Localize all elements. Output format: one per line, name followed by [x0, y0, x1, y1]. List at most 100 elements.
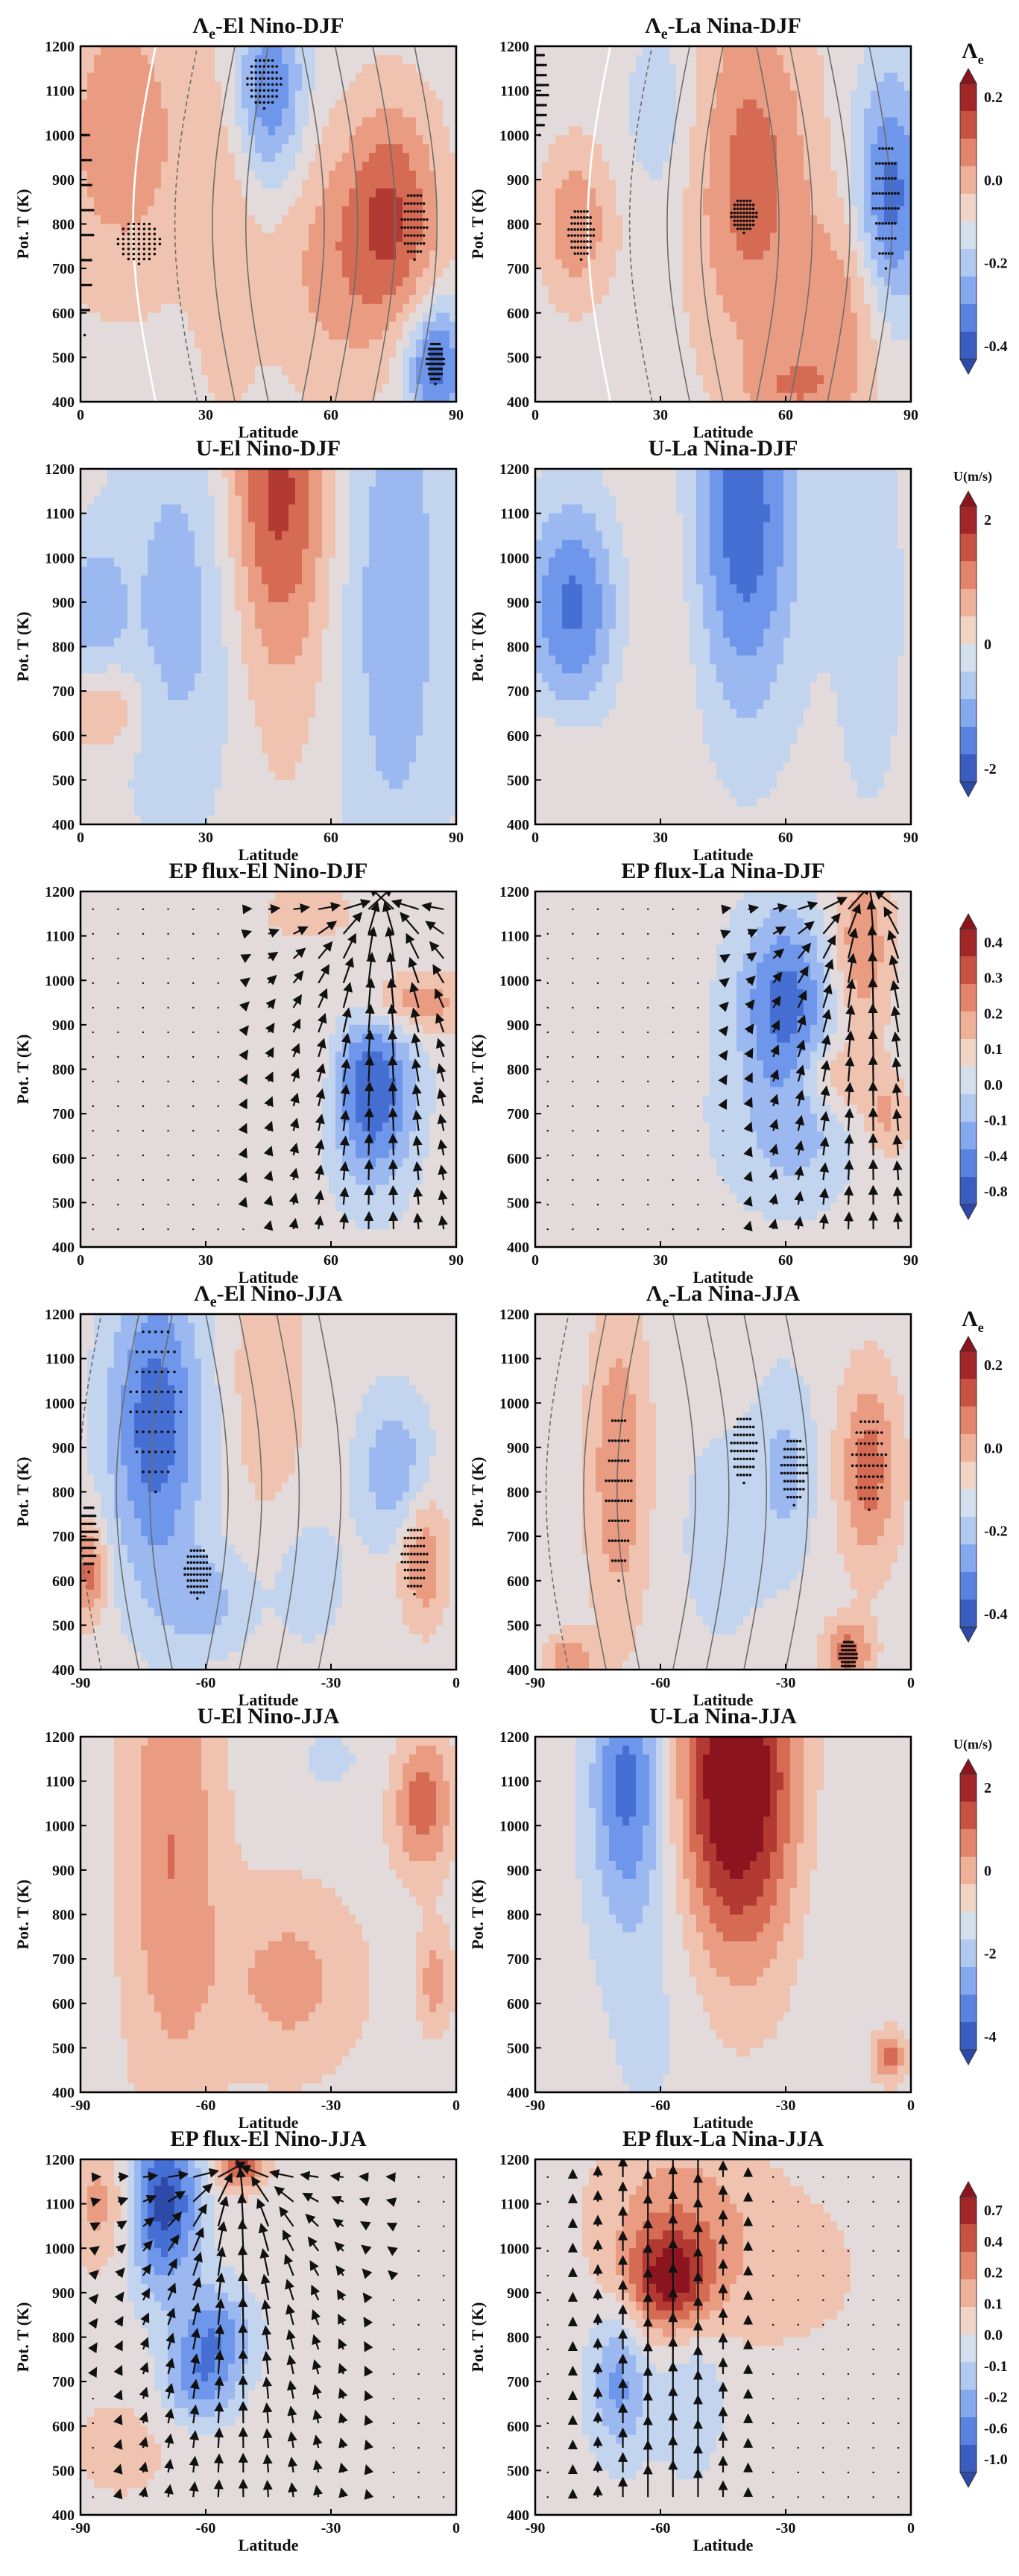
- heatmap-cell: [81, 357, 88, 367]
- heatmap-cell: [844, 46, 851, 56]
- heatmap-cell: [382, 242, 390, 251]
- heatmap-cell: [683, 72, 690, 83]
- heatmap-cell: [87, 312, 95, 323]
- heatmap-cell: [288, 206, 296, 216]
- heatmap-cell: [409, 63, 417, 74]
- heatmap-cell: [575, 153, 583, 162]
- heatmap-cell: [302, 312, 309, 323]
- heatmap-cell: [423, 170, 430, 180]
- stipple-dot: [434, 367, 437, 370]
- heatmap-cell: [87, 268, 95, 278]
- heatmap-cell: [783, 312, 791, 323]
- heatmap-cell: [94, 277, 101, 287]
- heatmap-cell: [837, 90, 845, 101]
- heatmap-cell: [736, 170, 744, 180]
- heatmap-cell: [757, 366, 764, 376]
- heatmap-cell: [750, 81, 757, 92]
- heatmap-cell: [636, 250, 643, 260]
- heatmap-cell: [535, 63, 543, 74]
- heatmap-cell: [871, 153, 878, 162]
- heatmap-cell: [743, 206, 751, 216]
- heatmap-cell: [87, 90, 95, 101]
- stipple-dot: [887, 147, 891, 150]
- heatmap-cell: [837, 197, 845, 207]
- heatmap-cell: [804, 72, 811, 83]
- heatmap-cell: [723, 348, 731, 358]
- heatmap-cell: [797, 321, 804, 332]
- heatmap-cell: [656, 348, 663, 358]
- heatmap-cell: [288, 242, 296, 251]
- heatmap-cell: [315, 330, 323, 341]
- heatmap-cell: [114, 144, 122, 154]
- heatmap-cell: [575, 366, 583, 376]
- heatmap-cell: [215, 259, 222, 269]
- heatmap-cell: [376, 321, 383, 332]
- heatmap-cell: [242, 259, 249, 269]
- heatmap-cell: [342, 197, 350, 207]
- heatmap-cell: [114, 384, 122, 394]
- heatmap-cell: [690, 393, 697, 402]
- heatmap-cell: [629, 170, 637, 180]
- heatmap-cell: [622, 384, 630, 394]
- heatmap-cell: [262, 357, 269, 367]
- heatmap-cell: [763, 285, 771, 296]
- heatmap-cell: [188, 126, 195, 136]
- heatmap-cell: [181, 63, 189, 74]
- heatmap-cell: [676, 242, 684, 251]
- heatmap-cell: [121, 117, 128, 127]
- heatmap-cell: [857, 144, 865, 154]
- heatmap-cell: [127, 215, 135, 225]
- stipple-dot: [83, 333, 86, 337]
- heatmap-cell: [228, 268, 236, 278]
- heatmap-cell: [609, 366, 616, 376]
- heatmap-cell: [335, 117, 343, 127]
- heatmap-cell: [877, 312, 885, 323]
- heatmap-cell: [389, 366, 397, 376]
- heatmap-cell: [228, 366, 236, 376]
- heatmap-cell: [262, 188, 269, 198]
- heatmap-cell: [656, 375, 663, 385]
- heatmap-cell: [723, 135, 731, 145]
- heatmap-cell: [770, 153, 777, 162]
- heatmap-cell: [716, 294, 724, 305]
- heatmap-cell: [181, 312, 189, 323]
- heatmap-cell: [315, 99, 323, 110]
- heatmap-cell: [716, 90, 724, 101]
- heatmap-cell: [710, 63, 717, 74]
- heatmap-cell: [349, 303, 356, 314]
- heatmap-cell: [804, 393, 811, 402]
- heatmap-cell: [262, 117, 269, 127]
- heatmap-cell: [616, 366, 623, 376]
- heatmap-cell: [101, 135, 108, 145]
- heatmap-cell: [429, 294, 437, 305]
- heatmap-cell: [743, 99, 751, 110]
- stipple-dot: [250, 89, 253, 92]
- heatmap-cell: [810, 250, 818, 260]
- heatmap-cell: [235, 90, 242, 101]
- heatmap-cell: [542, 330, 549, 341]
- heatmap-cell: [114, 259, 122, 269]
- heatmap-cell: [141, 294, 148, 305]
- heatmap-cell: [107, 90, 115, 101]
- heatmap-cell: [369, 366, 376, 376]
- heatmap-cell: [844, 303, 851, 314]
- heatmap-cell: [101, 108, 108, 118]
- heatmap-cell: [188, 375, 195, 385]
- heatmap-cell: [676, 339, 684, 350]
- heatmap-cell: [141, 108, 148, 118]
- heatmap-cell: [844, 294, 851, 305]
- heatmap-cell: [329, 259, 336, 269]
- heatmap-cell: [824, 135, 831, 145]
- heatmap-cell: [429, 384, 437, 394]
- heatmap-cell: [777, 72, 784, 83]
- heatmap-cell: [804, 153, 811, 162]
- heatmap-cell: [770, 303, 777, 314]
- heatmap-cell: [335, 312, 343, 323]
- heatmap-cell: [443, 366, 450, 376]
- heatmap-cell: [282, 144, 289, 154]
- heatmap-cell: [148, 268, 155, 278]
- heatmap-cell: [449, 242, 456, 251]
- heatmap-cell: [783, 153, 791, 162]
- heatmap-cell: [242, 277, 249, 287]
- heatmap-cell: [114, 366, 122, 376]
